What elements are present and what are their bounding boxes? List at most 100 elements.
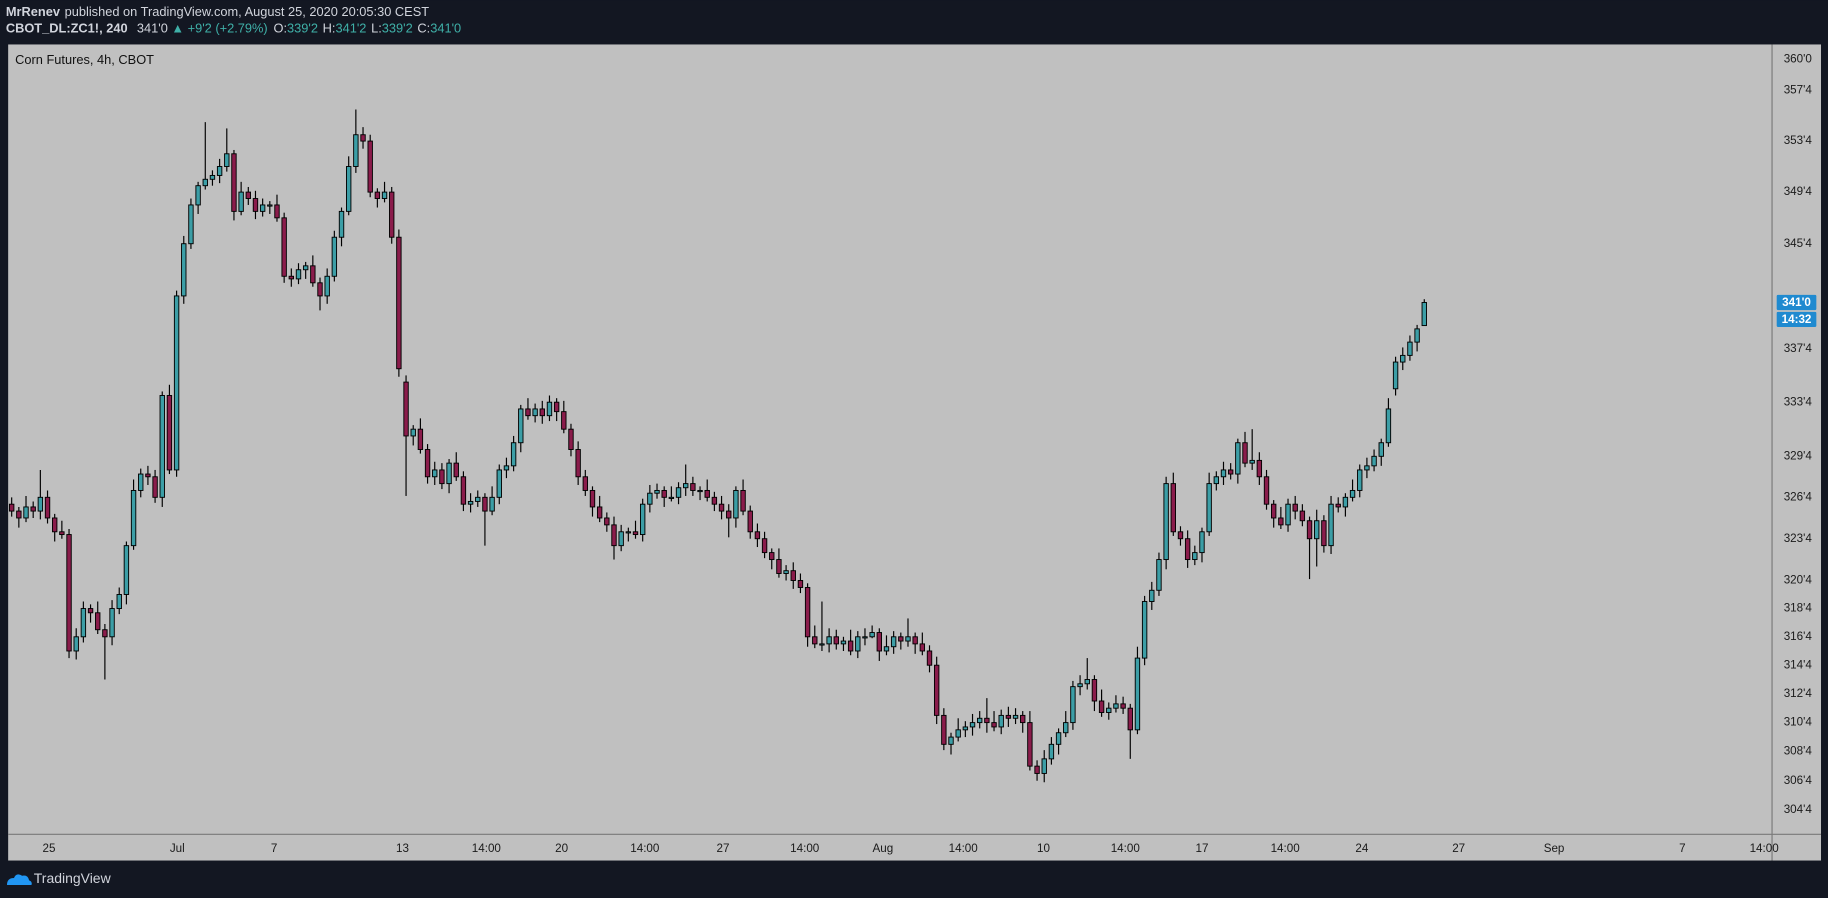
candle-body — [1192, 552, 1198, 561]
candle-body — [1357, 469, 1363, 491]
candle-body — [1199, 531, 1205, 554]
candle-body — [8, 503, 15, 512]
ohlc-value: 341'0 — [430, 21, 461, 36]
candle-body — [733, 489, 739, 519]
candle-body — [561, 411, 567, 430]
candle-body — [1335, 503, 1341, 508]
candle-body — [1321, 520, 1327, 547]
candle-body — [209, 174, 216, 180]
candle-body — [1077, 683, 1083, 688]
candle-body — [281, 217, 287, 277]
candle-body — [761, 538, 768, 554]
candle-body — [826, 636, 832, 645]
candle-body — [331, 236, 338, 277]
candle-body — [1098, 700, 1105, 713]
candle-body — [403, 381, 409, 437]
candle-body — [933, 664, 940, 716]
candle-body — [690, 483, 696, 491]
candle-body — [582, 476, 589, 491]
candle-body — [647, 492, 653, 505]
candle-body — [123, 545, 130, 595]
candle-body — [769, 552, 775, 561]
x-tick-label: 14:00 — [630, 842, 660, 855]
candle-body — [1414, 328, 1420, 343]
candle-body — [216, 166, 223, 176]
candle-body — [618, 531, 624, 547]
candle-body — [1285, 503, 1291, 526]
candle-body — [1141, 601, 1148, 659]
candle-body — [346, 166, 352, 212]
candle-body — [783, 570, 789, 574]
candle-body — [259, 204, 266, 212]
candle-body — [30, 506, 36, 512]
candle-body — [1270, 503, 1277, 519]
x-tick-label: Sep — [1544, 842, 1565, 855]
y-tick-label: 306'4 — [1784, 774, 1813, 787]
candle-body — [16, 510, 22, 519]
candle-body — [977, 717, 983, 724]
candle-body — [1220, 469, 1227, 478]
ohlc-value: 341'2 — [335, 21, 366, 36]
candle-body — [553, 401, 560, 413]
candle-body — [396, 236, 402, 370]
x-tick-label: 7 — [1679, 842, 1685, 855]
candle-body — [869, 632, 875, 638]
candle-body — [231, 153, 237, 212]
candle-body — [1134, 657, 1141, 731]
candle-body — [238, 191, 244, 212]
candle-body — [711, 496, 718, 505]
y-tick-label: 349'4 — [1784, 185, 1813, 198]
candle-body — [1242, 442, 1248, 464]
candle-body — [59, 531, 65, 536]
candle-body — [152, 476, 158, 498]
candle-body — [367, 140, 373, 193]
x-tick-label: 27 — [717, 842, 730, 855]
candle-body — [668, 496, 675, 499]
candle-body — [862, 636, 868, 639]
symbol-line: CBOT_DL:ZC1!, 240 341'0 ▲ +9'2 (+2.79%) O:3… — [6, 21, 461, 36]
candle-body — [510, 442, 517, 467]
candle-body — [252, 198, 259, 212]
candle-body — [310, 265, 316, 284]
y-tick-label: 312'4 — [1784, 687, 1813, 700]
candle-body — [173, 295, 180, 471]
candle-body — [898, 636, 904, 642]
countdown-label: 14:32 — [1782, 313, 1812, 326]
candle-body — [1127, 707, 1133, 731]
x-tick-label: 14:00 — [472, 842, 502, 855]
brand-logo: TradingView — [6, 870, 112, 886]
candle-body — [202, 178, 208, 187]
candle-body — [1170, 483, 1176, 533]
candle-body — [998, 714, 1004, 728]
candle-body — [245, 191, 251, 199]
candle-body — [589, 489, 596, 508]
x-tick-label: 17 — [1196, 842, 1209, 855]
candle-body — [267, 204, 273, 207]
candle-body — [224, 153, 230, 167]
y-tick-label: 337'4 — [1784, 342, 1813, 355]
candle-body — [1005, 714, 1012, 719]
candle-body — [302, 265, 309, 271]
change: ▲ +9'2 (+2.79%) — [171, 21, 267, 36]
candle-body — [1177, 531, 1184, 540]
x-tick-label: Aug — [873, 842, 894, 855]
candle-body — [1400, 354, 1406, 363]
candle-body — [654, 489, 660, 494]
candle-body — [460, 476, 467, 505]
candle-body — [525, 408, 531, 417]
candle-body — [518, 408, 524, 444]
candle-body — [1349, 489, 1356, 498]
y-tick-label: 316'4 — [1784, 630, 1813, 643]
x-tick-label: Jul — [170, 842, 185, 855]
candle-body — [1213, 476, 1220, 485]
candle-body — [704, 489, 710, 498]
candle-body — [1328, 503, 1334, 547]
candle-body — [532, 408, 538, 417]
last-price: 341'0 — [137, 21, 168, 36]
y-tick-label: 318'4 — [1784, 602, 1813, 615]
candle-body — [912, 636, 918, 645]
candle-body — [188, 204, 194, 245]
candle-body — [883, 646, 890, 652]
candle-body — [317, 282, 323, 297]
candle-body — [116, 594, 122, 610]
